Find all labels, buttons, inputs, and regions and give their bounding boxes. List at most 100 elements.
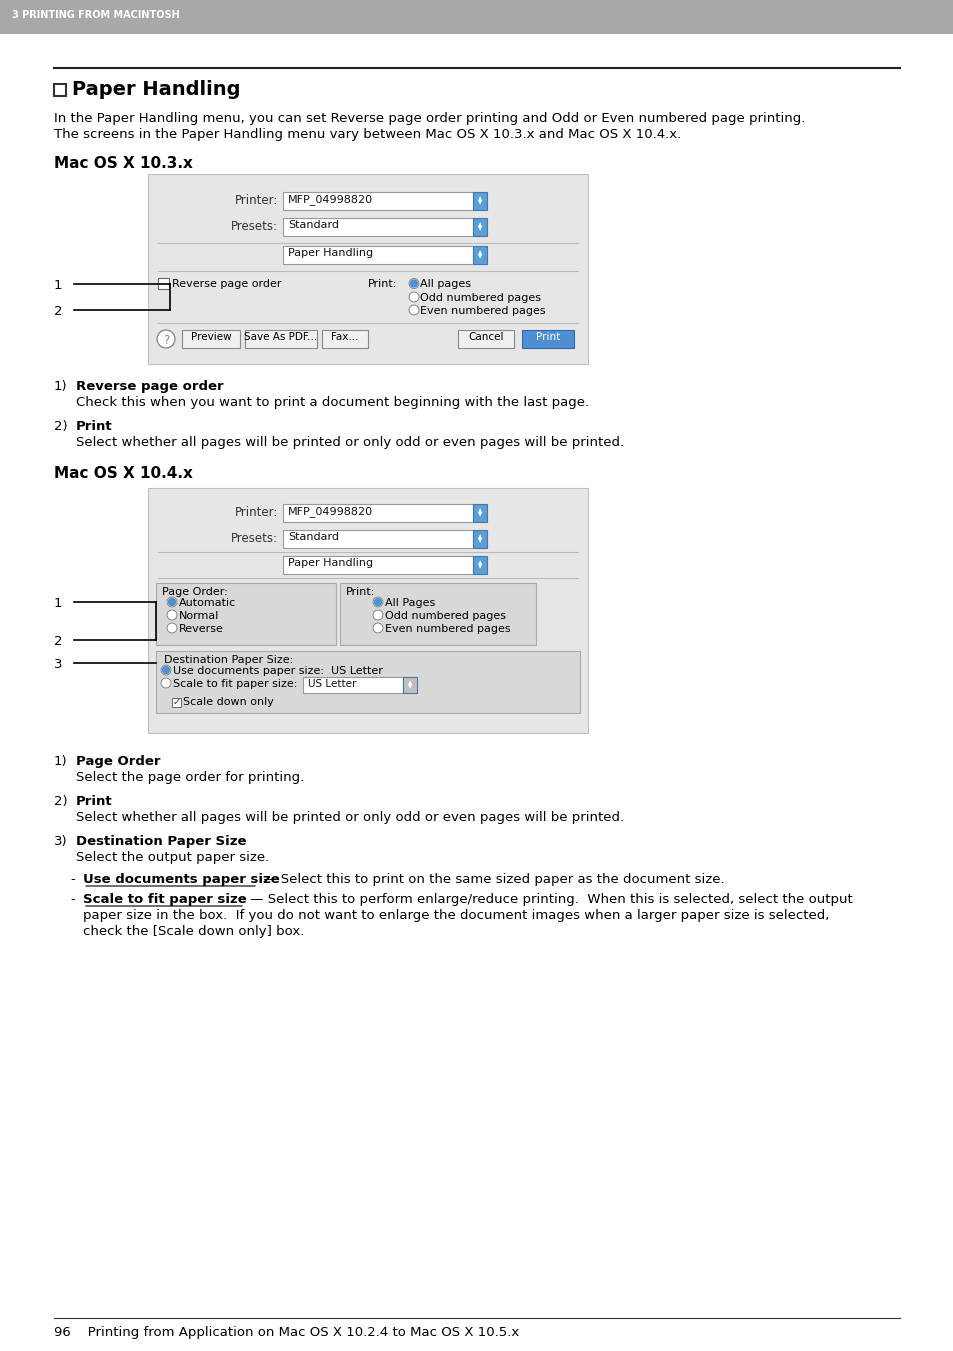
Circle shape xyxy=(373,611,382,620)
Bar xyxy=(156,651,579,713)
Text: 2): 2) xyxy=(54,420,68,434)
Text: Fax...: Fax... xyxy=(331,332,358,342)
Text: Save As PDF...: Save As PDF... xyxy=(244,332,317,342)
Text: Scale down only: Scale down only xyxy=(183,697,274,707)
Text: ▲
▼: ▲ ▼ xyxy=(477,196,481,205)
Bar xyxy=(54,84,66,96)
Bar xyxy=(283,192,473,209)
Text: Print:: Print: xyxy=(346,586,375,597)
Text: Printer:: Printer: xyxy=(234,507,277,519)
Text: Page Order:: Page Order: xyxy=(162,586,228,597)
Bar xyxy=(473,192,486,209)
Text: Paper Handling: Paper Handling xyxy=(288,249,373,258)
Bar xyxy=(283,530,473,549)
Text: Mac OS X 10.3.x: Mac OS X 10.3.x xyxy=(54,155,193,172)
Text: Select whether all pages will be printed or only odd or even pages will be print: Select whether all pages will be printed… xyxy=(76,436,623,449)
Text: MFP_04998820: MFP_04998820 xyxy=(288,507,373,517)
Text: Select the page order for printing.: Select the page order for printing. xyxy=(76,771,304,784)
Text: ✓: ✓ xyxy=(172,697,180,708)
Circle shape xyxy=(375,598,381,605)
Text: 1): 1) xyxy=(54,380,68,393)
Circle shape xyxy=(373,597,382,607)
Text: Presets:: Presets: xyxy=(231,220,277,232)
Bar xyxy=(156,584,335,644)
Text: ▲
▼: ▲ ▼ xyxy=(477,250,481,259)
Text: 3): 3) xyxy=(54,835,68,848)
Text: Print: Print xyxy=(76,420,112,434)
Text: Select the output paper size.: Select the output paper size. xyxy=(76,851,269,865)
Bar xyxy=(148,488,587,734)
Circle shape xyxy=(169,598,175,605)
Bar xyxy=(473,530,486,549)
Text: check the [Scale down only] box.: check the [Scale down only] box. xyxy=(83,925,304,938)
Text: Reverse page order: Reverse page order xyxy=(172,280,281,289)
Text: Standard: Standard xyxy=(288,532,338,542)
Text: Scale to fit paper size:: Scale to fit paper size: xyxy=(172,680,297,689)
Text: paper size in the box.  If you do not want to enlarge the document images when a: paper size in the box. If you do not wan… xyxy=(83,909,828,921)
Text: US Letter: US Letter xyxy=(308,680,356,689)
Text: Standard: Standard xyxy=(288,220,338,230)
Bar xyxy=(0,0,953,34)
Text: Page Order: Page Order xyxy=(76,755,160,767)
Text: Reverse: Reverse xyxy=(179,624,224,634)
Text: Destination Paper Size:: Destination Paper Size: xyxy=(164,655,293,665)
Bar xyxy=(457,330,514,349)
Text: Destination Paper Size: Destination Paper Size xyxy=(76,835,246,848)
Circle shape xyxy=(409,305,418,315)
Text: ▲
▼: ▲ ▼ xyxy=(477,561,481,570)
Text: Normal: Normal xyxy=(179,611,219,621)
Bar xyxy=(158,278,169,289)
Text: Even numbered pages: Even numbered pages xyxy=(385,624,510,634)
Bar xyxy=(473,504,486,521)
Text: 2): 2) xyxy=(54,794,68,808)
Circle shape xyxy=(167,597,177,607)
Text: 2: 2 xyxy=(54,635,63,648)
Bar xyxy=(283,557,473,574)
Bar xyxy=(148,174,587,363)
Circle shape xyxy=(373,623,382,634)
Text: Paper Handling: Paper Handling xyxy=(288,558,373,567)
Text: ▲
▼: ▲ ▼ xyxy=(477,535,481,543)
Bar xyxy=(473,557,486,574)
Bar xyxy=(521,330,574,349)
Text: All Pages: All Pages xyxy=(385,598,435,608)
Text: ▲
▼: ▲ ▼ xyxy=(477,223,481,231)
Text: Use documents paper size: Use documents paper size xyxy=(83,873,279,886)
Text: Even numbered pages: Even numbered pages xyxy=(419,305,545,316)
Text: 1: 1 xyxy=(54,597,63,611)
Text: Odd numbered pages: Odd numbered pages xyxy=(419,293,540,303)
Circle shape xyxy=(167,611,177,620)
Bar xyxy=(402,677,416,693)
Text: 3 PRINTING FROM MACINTOSH: 3 PRINTING FROM MACINTOSH xyxy=(12,9,179,20)
Bar xyxy=(303,677,402,693)
Bar xyxy=(182,330,240,349)
Bar xyxy=(283,218,473,236)
Bar xyxy=(283,504,473,521)
Text: Print: Print xyxy=(536,332,559,342)
Circle shape xyxy=(410,280,417,286)
Bar xyxy=(245,330,316,349)
Text: 1: 1 xyxy=(54,280,63,292)
Text: In the Paper Handling menu, you can set Reverse page order printing and Odd or E: In the Paper Handling menu, you can set … xyxy=(54,112,804,126)
Bar xyxy=(339,584,536,644)
Text: Printer:: Printer: xyxy=(234,195,277,207)
Circle shape xyxy=(409,292,418,303)
Bar xyxy=(172,698,181,707)
Circle shape xyxy=(162,666,170,674)
Bar xyxy=(473,218,486,236)
Text: Automatic: Automatic xyxy=(179,598,236,608)
Circle shape xyxy=(157,330,174,349)
Text: — Select this to print on the same sized paper as the document size.: — Select this to print on the same sized… xyxy=(258,873,724,886)
Text: Print:: Print: xyxy=(368,280,397,289)
Text: Paper Handling: Paper Handling xyxy=(71,80,240,99)
Text: Reverse page order: Reverse page order xyxy=(76,380,223,393)
Text: 1): 1) xyxy=(54,755,68,767)
Text: All pages: All pages xyxy=(419,280,471,289)
Text: ▲
▼: ▲ ▼ xyxy=(408,681,412,689)
Circle shape xyxy=(167,623,177,634)
Text: Scale to fit paper size: Scale to fit paper size xyxy=(83,893,247,907)
Text: Cancel: Cancel xyxy=(468,332,503,342)
Text: Use documents paper size:  US Letter: Use documents paper size: US Letter xyxy=(172,666,382,676)
Text: ?: ? xyxy=(163,334,169,347)
Bar xyxy=(473,246,486,263)
